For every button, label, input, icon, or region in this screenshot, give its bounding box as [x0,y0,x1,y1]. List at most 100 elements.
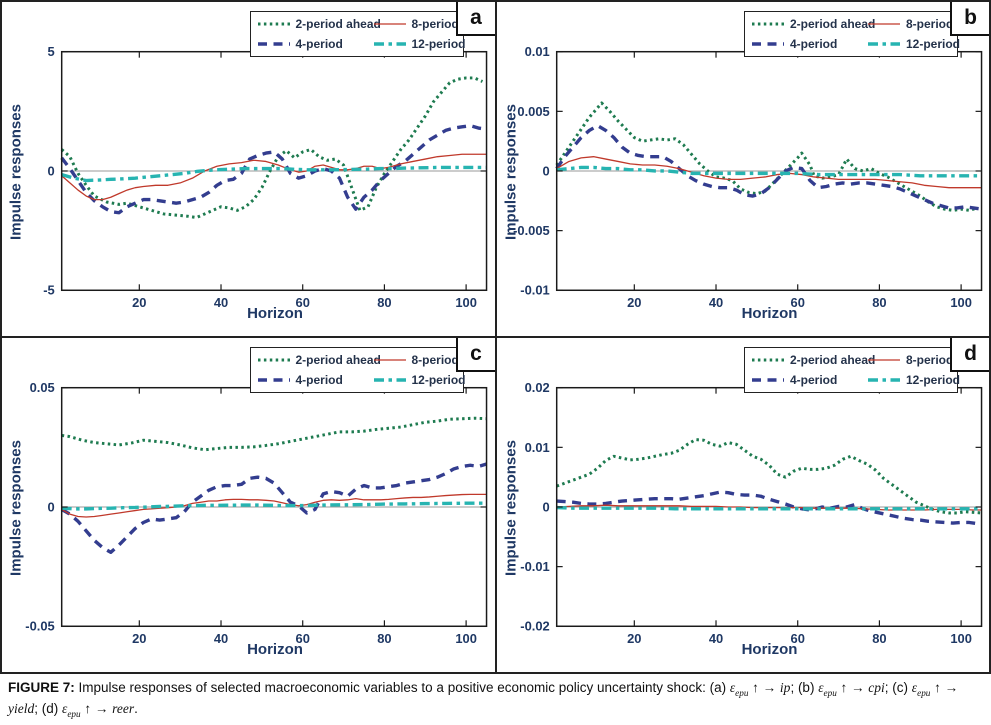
legend-item: 2-period ahead [751,14,875,34]
line-swatch-icon [373,42,406,46]
legend-label: 2-period ahead [295,17,381,31]
line-swatch-icon [373,23,406,25]
legend-item: 8-period [867,14,957,34]
svg-text:80: 80 [872,295,886,310]
legend-item: 8-period [867,350,957,370]
legend-item: 8-period [373,14,463,34]
svg-text:100: 100 [950,631,972,646]
legend-label: 12-period [411,37,466,51]
svg-text:60: 60 [296,631,310,646]
line-swatch-icon [257,358,290,362]
line-swatch-icon [752,22,784,26]
svg-text:0: 0 [48,499,55,514]
caption-segment: ε [62,700,68,716]
caption-segment: . [134,700,138,716]
caption-segment: Impulse responses of selected macroecono… [78,680,730,695]
plot-area-d: 20 40 60 80 100 0.02 0.01 0 -0.01 -0.02 [520,380,982,646]
legend: 2-period ahead 4-period 8-period 12-peri… [744,11,960,57]
svg-text:-0.05: -0.05 [25,619,54,634]
panel-letter: d [950,338,989,372]
y-axis-title: Impulse responses [7,104,25,240]
legend-item: 12-period [867,34,960,54]
svg-text:80: 80 [377,631,391,646]
x-axis-title: Horizon [247,641,303,658]
caption-segment: epu [917,688,931,699]
legend-item: 2-period ahead [751,350,875,370]
caption-segment: epu [67,709,81,720]
legend-label: 8-period [411,353,459,367]
caption-segment: ↑ → [930,680,959,695]
svg-text:-0.01: -0.01 [520,283,549,298]
panel-a: 20 40 60 80 100 5 0 -5 Impulse responses Horizo… [1,1,496,337]
svg-text:0: 0 [542,499,549,514]
legend-label: 8-period [906,353,954,367]
svg-text:80: 80 [872,631,886,646]
svg-text:60: 60 [790,295,804,310]
legend-label: 12-period [411,373,466,387]
legend-label: 2-period ahead [790,353,876,367]
legend-label: 4-period [295,373,343,387]
svg-text:40: 40 [708,631,722,646]
caption-segment: ip [779,680,791,695]
caption-segment: FIGURE 7: [8,680,79,695]
x-axis-title: Horizon [247,305,303,322]
svg-text:20: 20 [132,631,146,646]
line-swatch-icon [868,359,900,361]
caption-segment: yield [8,700,35,716]
panel-grid: 20 40 60 80 100 5 0 -5 Impulse responses Horizo… [0,0,991,674]
legend-item: 2-period ahead [257,14,381,34]
svg-text:-0.005: -0.005 [513,223,550,238]
line-swatch-icon [257,22,290,26]
y-axis-title: Impulse responses [502,104,519,240]
plot-area-c: 20 40 60 80 100 0.05 0 -0.05 [25,380,488,646]
y-axis-title: Impulse responses [7,440,25,576]
legend: 2-period ahead 4-period 8-period 12-peri… [249,11,466,57]
line-swatch-icon [752,378,784,382]
caption-segment: ε [729,680,736,695]
caption-segment: reer [112,700,135,716]
svg-text:5: 5 [48,44,55,59]
svg-text:100: 100 [950,295,972,310]
caption-segment: epu [823,688,837,699]
svg-text:40: 40 [214,631,228,646]
svg-text:0.02: 0.02 [524,380,549,395]
line-swatch-icon [868,378,900,382]
caption-segment: cpi [868,680,885,695]
svg-text:-0.02: -0.02 [520,619,549,634]
panel-c: 20 40 60 80 100 0.05 0 -0.05 Impulse responses … [1,337,496,673]
svg-text:20: 20 [627,631,641,646]
line-swatch-icon [868,23,900,25]
panel-b: 20 40 60 80 100 0.01 0.005 0 -0.005 -0.01 Impulse… [495,1,990,337]
legend: 2-period ahead 4-period 8-period 12-peri… [249,347,466,393]
y-axis-title: Impulse responses [502,440,519,576]
svg-text:-0.01: -0.01 [520,559,549,574]
x-axis-title: Horizon [741,305,798,322]
svg-text:60: 60 [296,295,310,310]
panel-letter: c [455,338,495,372]
svg-text:0.01: 0.01 [524,440,549,455]
caption-segment: ε [911,680,918,695]
line-swatch-icon [868,42,900,46]
panel-letter: b [950,2,989,36]
legend-label: 4-period [295,37,343,51]
legend-label: 12-period [906,373,961,387]
legend-item: 4-period [257,34,373,54]
legend-label: 2-period ahead [790,17,876,31]
svg-text:40: 40 [214,295,228,310]
caption-segment: ↑ → [836,680,869,695]
legend-item: 4-period [751,370,867,390]
line-swatch-icon [373,378,406,382]
caption-segment: ; (d) [34,700,63,716]
legend: 2-period ahead 4-period 8-period 12-peri… [744,347,961,393]
svg-text:0: 0 [48,163,55,178]
line-swatch-icon [752,42,784,46]
line-swatch-icon [257,42,290,46]
svg-text:80: 80 [377,295,391,310]
legend-item: 4-period [257,370,373,390]
legend-item: 12-period [373,34,466,54]
svg-text:0.005: 0.005 [517,104,549,119]
plot-area-a: 20 40 60 80 100 5 0 -5 [43,44,488,310]
legend-label: 8-period [411,17,459,31]
caption-segment: ε [818,680,824,695]
